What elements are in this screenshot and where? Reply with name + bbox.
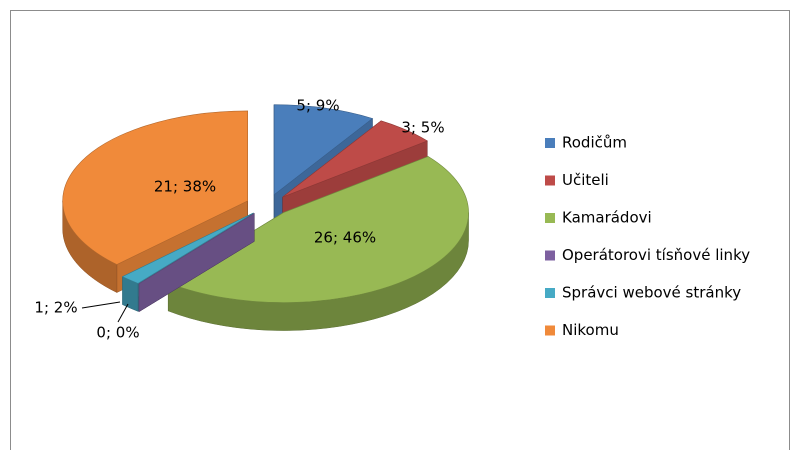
chart-frame: [10, 10, 790, 450]
data-label: 21; 38%: [154, 178, 216, 196]
slice: [62, 110, 248, 265]
leader-line: [117, 303, 129, 323]
legend-swatch: [545, 175, 555, 186]
legend-swatch: [545, 325, 555, 336]
legend-label: Správci webové stránky: [562, 284, 741, 302]
slice: [121, 212, 254, 284]
leader-line: [81, 301, 121, 309]
data-label: 3; 5%: [401, 119, 444, 137]
legend: Rodičům Učiteli Kamarádovi Operátorovi tísň…: [545, 134, 750, 339]
legend-label: Rodičům: [562, 134, 627, 152]
legend-swatch: [545, 213, 555, 223]
data-label: 1; 2%: [34, 299, 77, 317]
legend-label: Učiteli: [562, 171, 609, 189]
legend-swatch: [545, 288, 555, 298]
legend-swatch: [545, 250, 555, 261]
data-label: 0; 0%: [96, 324, 139, 342]
data-label: 5; 9%: [296, 97, 339, 115]
legend-label: Operátorovi tísňové linky: [562, 246, 750, 264]
legend-label: Kamarádovi: [562, 209, 652, 227]
slice: [167, 156, 469, 303]
legend-label: Nikomu: [562, 321, 619, 339]
pie: 5; 9% 3; 5% 26; 46% 0; 0% 1; 2% 21; 38%: [34, 97, 469, 342]
slice: [282, 120, 428, 198]
slice: [138, 213, 255, 284]
slice: [273, 104, 374, 196]
data-label: 26; 46%: [314, 229, 376, 247]
legend-swatch: [545, 138, 555, 148]
